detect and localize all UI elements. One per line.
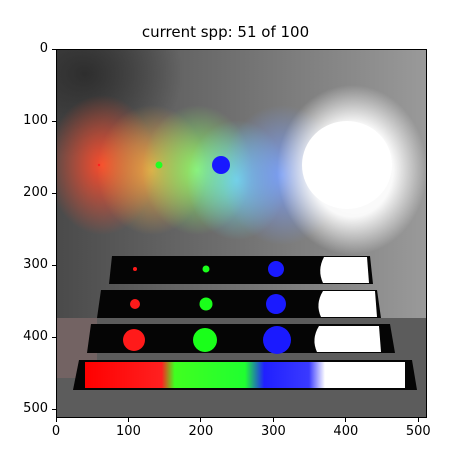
y-tick-mark: [52, 192, 56, 194]
y-tick-label: 100: [23, 113, 48, 129]
x-tick-mark: [55, 418, 57, 422]
render-image: [56, 49, 427, 418]
x-tick-label: 0: [51, 424, 61, 439]
y-tick-mark: [52, 408, 56, 410]
plot-title: current spp: 51 of 100: [141, 23, 310, 41]
x-tick-mark: [200, 418, 202, 422]
y-tick-label: 500: [23, 401, 48, 417]
y-tick-mark: [52, 264, 56, 266]
rendered-scene: [57, 50, 426, 417]
x-tick-label: 500: [405, 424, 431, 439]
y-tick-label: 400: [23, 329, 48, 345]
x-tick-mark: [345, 418, 347, 422]
x-tick-label: 400: [333, 424, 359, 439]
x-tick-label: 200: [188, 424, 214, 439]
x-tick-mark: [272, 418, 274, 422]
x-tick-label: 300: [260, 424, 286, 439]
y-tick-label: 0: [39, 41, 48, 56]
y-tick-mark: [52, 48, 56, 50]
y-tick-mark: [52, 120, 56, 122]
y-tick-label: 200: [23, 185, 48, 201]
x-tick-mark: [417, 418, 419, 422]
x-tick-label: 100: [116, 424, 141, 439]
x-tick-mark: [127, 418, 129, 422]
y-tick-label: 300: [23, 257, 48, 273]
y-tick-mark: [52, 336, 56, 338]
